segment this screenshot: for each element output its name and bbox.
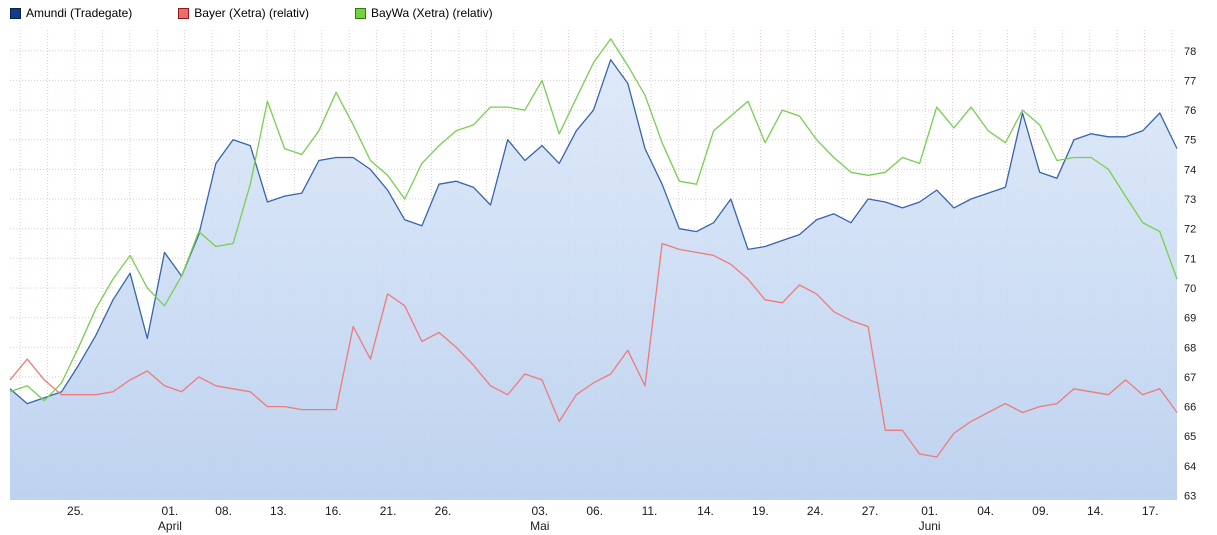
- svg-text:66: 66: [1184, 402, 1196, 414]
- svg-text:14.: 14.: [697, 504, 714, 518]
- legend-item-bayer: Bayer (Xetra) (relativ): [178, 7, 309, 19]
- svg-text:19.: 19.: [752, 504, 769, 518]
- svg-text:26.: 26.: [435, 504, 452, 518]
- svg-text:76: 76: [1184, 105, 1196, 117]
- svg-text:24.: 24.: [807, 504, 824, 518]
- amundi-series-swatch-icon: [10, 7, 21, 19]
- svg-text:Mai: Mai: [530, 519, 549, 533]
- svg-text:73: 73: [1184, 194, 1196, 206]
- svg-text:01.: 01.: [921, 504, 938, 518]
- svg-text:13.: 13.: [270, 504, 287, 518]
- svg-text:01.: 01.: [162, 504, 179, 518]
- svg-text:65: 65: [1184, 431, 1196, 443]
- svg-text:09.: 09.: [1032, 504, 1049, 518]
- svg-text:67: 67: [1184, 372, 1196, 384]
- svg-text:16.: 16.: [325, 504, 342, 518]
- svg-text:06.: 06.: [586, 504, 603, 518]
- svg-text:75: 75: [1184, 135, 1196, 147]
- svg-text:63: 63: [1184, 491, 1196, 503]
- svg-text:78: 78: [1184, 46, 1196, 58]
- amundi-series-label: Amundi (Tradegate): [26, 6, 133, 20]
- svg-text:21.: 21.: [380, 504, 397, 518]
- bayer-series-label: Bayer (Xetra) (relativ): [194, 6, 309, 20]
- svg-text:27.: 27.: [862, 504, 879, 518]
- svg-text:72: 72: [1184, 224, 1196, 236]
- svg-text:03.: 03.: [531, 504, 548, 518]
- baywa-series-swatch-icon: [354, 7, 366, 19]
- svg-text:71: 71: [1184, 253, 1196, 265]
- legend-item-baywa: BayWa (Xetra) (relativ): [354, 6, 493, 20]
- svg-text:11.: 11.: [642, 504, 658, 518]
- legend-item-amundi: Amundi (Tradegate): [10, 7, 132, 19]
- svg-text:17.: 17.: [1142, 504, 1159, 518]
- svg-text:14.: 14.: [1087, 504, 1104, 518]
- svg-text:Juni: Juni: [919, 519, 941, 533]
- svg-text:25.: 25.: [67, 504, 84, 518]
- svg-text:77: 77: [1184, 75, 1196, 87]
- svg-text:64: 64: [1184, 461, 1196, 473]
- svg-text:04.: 04.: [977, 504, 994, 518]
- svg-text:08.: 08.: [215, 504, 232, 518]
- svg-text:68: 68: [1184, 342, 1196, 354]
- chart-legend: Amundi (Tradegate) Bayer (Xetra) (relati…: [10, 7, 539, 19]
- svg-text:70: 70: [1184, 283, 1196, 295]
- bayer-series-swatch-icon: [178, 7, 190, 19]
- baywa-series-label: BayWa (Xetra) (relativ): [370, 6, 493, 20]
- svg-text:69: 69: [1184, 313, 1196, 325]
- svg-text:74: 74: [1184, 164, 1196, 176]
- svg-text:April: April: [158, 519, 182, 533]
